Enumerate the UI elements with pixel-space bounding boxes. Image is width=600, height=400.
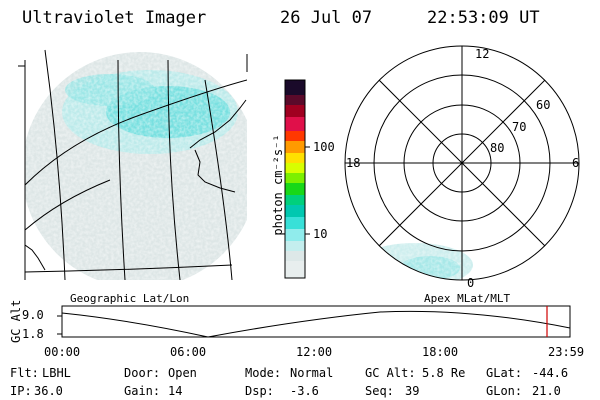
timeline-xtick-1200: 12:00	[296, 345, 333, 359]
info-glat-value: -44.6	[532, 366, 569, 380]
info-dsp-label: Dsp:	[245, 384, 274, 398]
info-door-label: Door:	[124, 366, 161, 380]
mlt-label-0: 0	[467, 276, 475, 290]
info-seq-value: 39	[405, 384, 420, 398]
mlt-label-18: 18	[346, 156, 361, 170]
timeline-xtick-0000: 00:00	[44, 345, 81, 359]
info-gain-label: Gain:	[124, 384, 161, 398]
lat-label-70: 70	[512, 120, 527, 134]
lat-label-60: 60	[536, 98, 551, 112]
info-flt-label: Flt:	[10, 366, 39, 380]
left-frame-ticks	[18, 54, 248, 280]
apex-caption: Apex MLat/MLT	[424, 292, 511, 305]
info-seq-label: Seq:	[365, 384, 394, 398]
info-gcalt-value: 5.8 Re	[422, 366, 466, 380]
timeline-xtick-2359: 23:59	[548, 345, 585, 359]
polar-plot	[344, 45, 580, 281]
colorbar-tick-100: 100	[313, 140, 335, 154]
info-flt-value: LBHL	[42, 366, 71, 380]
timeline-ytick-high: 9.0	[22, 308, 44, 322]
mlt-label-12: 12	[475, 47, 490, 61]
colorbar	[284, 79, 310, 279]
geographic-image	[25, 40, 247, 280]
altitude-curve	[61, 310, 571, 338]
info-door-value: Open	[168, 366, 197, 380]
timeline-xtick-1800: 18:00	[422, 345, 459, 359]
geographic-caption: Geographic Lat/Lon	[70, 292, 190, 305]
coastline	[189, 99, 247, 193]
altitude-timeline	[57, 305, 571, 338]
timeline-ylabel: GC Alt	[9, 299, 23, 343]
info-glon-value: 21.0	[532, 384, 561, 398]
info-ip-label: IP:	[10, 384, 32, 398]
coastline-west	[25, 244, 46, 271]
colorbar-tick-10: 10	[313, 227, 328, 241]
timeline-ytick-low: 1.8	[22, 327, 44, 341]
info-ip-value: 36.0	[34, 384, 63, 398]
colorbar-unit-label: photon cm⁻²s⁻¹	[271, 134, 285, 236]
latlon-grid	[25, 49, 247, 280]
lat-label-80: 80	[490, 141, 505, 155]
time-label: 22:53:09 UT	[427, 8, 540, 28]
info-dsp-value: -3.6	[290, 384, 319, 398]
mlt-label-6: 6	[572, 156, 580, 170]
app-title: Ultraviolet Imager	[22, 8, 207, 28]
info-glon-label: GLon:	[486, 384, 523, 398]
date-label: 26 Jul 07	[280, 8, 373, 28]
info-mode-value: Normal	[290, 366, 334, 380]
info-gcalt-label: GC Alt:	[365, 366, 416, 380]
info-mode-label: Mode:	[245, 366, 282, 380]
timeline-xtick-0600: 06:00	[170, 345, 207, 359]
info-glat-label: GLat:	[486, 366, 523, 380]
info-gain-value: 14	[168, 384, 183, 398]
